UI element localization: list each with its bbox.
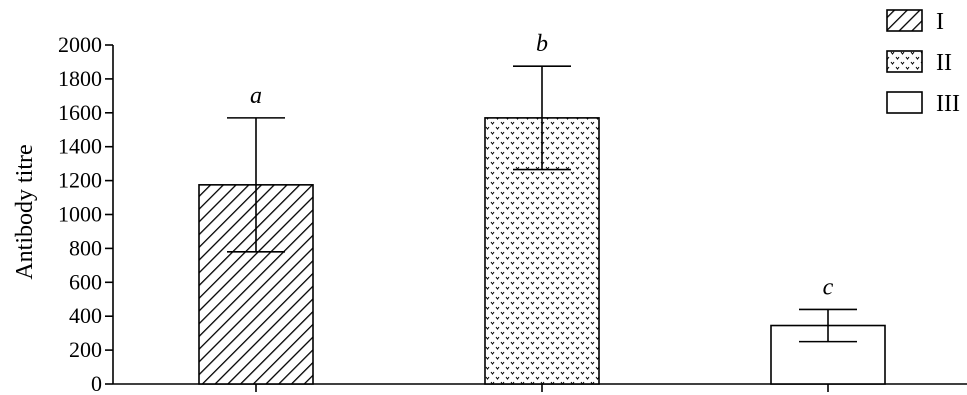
legend-item: II <box>886 50 952 76</box>
y-tick-label: 1400 <box>58 134 102 159</box>
y-tick-label: 0 <box>91 371 102 395</box>
y-tick-label: 2000 <box>58 32 102 57</box>
y-tick-label: 1000 <box>58 202 102 227</box>
y-tick-label: 1800 <box>58 66 102 91</box>
significance-label: a <box>250 83 262 109</box>
legend-swatch <box>886 91 923 114</box>
y-tick-label: 200 <box>69 337 102 362</box>
y-tick-label: 1600 <box>58 100 102 125</box>
legend-label: I <box>936 9 944 35</box>
bar-group-II: b <box>484 31 600 392</box>
bar-group-III: c <box>770 274 886 392</box>
legend-swatch <box>886 50 923 73</box>
legend-label: II <box>936 50 952 76</box>
y-axis: 0 200 400 600 800 1000 1200 1400 1600 1800 2000 <box>58 32 114 395</box>
legend-item: III <box>886 91 960 117</box>
legend-swatch <box>886 9 923 32</box>
y-tick-label: 1200 <box>58 168 102 193</box>
bar-group-I: a <box>198 83 314 392</box>
bars: a b c <box>198 31 886 392</box>
y-axis-title: Antibody titre <box>12 144 38 279</box>
y-tick-label: 800 <box>69 235 102 260</box>
y-tick-label: 400 <box>69 303 102 328</box>
significance-label: b <box>536 31 548 57</box>
significance-label: c <box>823 274 834 300</box>
legend-item: I <box>886 9 944 35</box>
legend-label: III <box>936 91 960 117</box>
y-tick-label: 600 <box>69 269 102 294</box>
